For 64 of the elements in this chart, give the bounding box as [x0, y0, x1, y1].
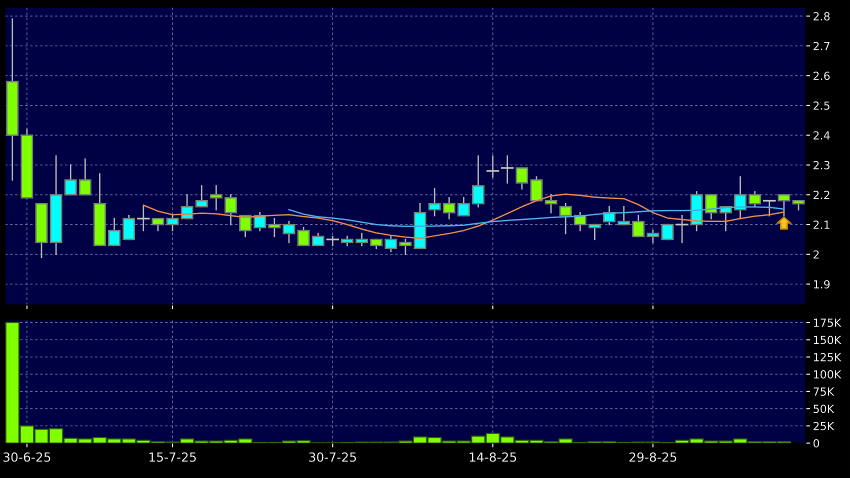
candlestick [166, 214, 179, 232]
y-tick-label: 2.1 [814, 220, 830, 229]
y-tick-label: 1.9 [814, 280, 830, 288]
candlestick [239, 214, 252, 238]
y-tick-label: 2.6 [814, 72, 830, 80]
y-tick-label: 2 [814, 250, 819, 259]
x-tick-label: 15-7-25 [150, 452, 196, 462]
y-tick-label: 100K [814, 370, 842, 379]
y-tick-label: 2.2 [814, 190, 830, 199]
candlestick [152, 218, 164, 232]
candlestick [763, 200, 776, 216]
y-tick-label: 2.4 [814, 131, 830, 140]
candlestick [122, 214, 136, 240]
y-tick-label: 75K [814, 388, 834, 396]
candlestick [428, 188, 441, 216]
candlestick [384, 236, 398, 252]
y-tick-label: 150K [814, 336, 842, 344]
candlestick [137, 206, 150, 232]
candlestick [646, 230, 660, 244]
candlestick [676, 214, 688, 244]
candlestick [500, 155, 514, 184]
y-tick-label: 125K [814, 352, 842, 362]
y-tick-label: 0 [813, 439, 820, 448]
candlestick [544, 194, 558, 214]
x-tick-label: 29-8-25 [629, 452, 676, 462]
candlestick [224, 194, 237, 226]
candlestick [180, 194, 194, 220]
y-tick-label: 2.7 [814, 42, 830, 50]
y-tick-label: 25K [814, 422, 834, 430]
candlestick [399, 238, 412, 256]
x-tick-label: 30-6-25 [4, 452, 50, 462]
y-tick-label: 2.8 [814, 12, 830, 20]
candlestick [457, 197, 470, 216]
candlestick [210, 185, 222, 210]
candlestick [734, 176, 747, 220]
candlestick [442, 197, 456, 220]
candlestick [516, 167, 528, 190]
candlestick [195, 185, 208, 208]
candlestick [356, 232, 368, 246]
candlestick [588, 224, 601, 240]
candlestick [530, 176, 543, 202]
y-tick-label: 2.5 [814, 101, 830, 110]
y-tick-label: 50K [814, 404, 834, 414]
candlestick [78, 158, 92, 196]
candlestick [297, 226, 310, 246]
candlestick [282, 220, 296, 244]
x-tick-label: 14-8-25 [470, 452, 516, 462]
candlestick [472, 155, 484, 208]
candlestick [748, 191, 762, 208]
candlestick [486, 155, 500, 178]
candlestick [326, 236, 340, 246]
candlestick [632, 214, 645, 238]
y-tick-label: 175K [814, 318, 842, 327]
x-tick-label: 30-7-25 [309, 452, 356, 462]
y-tick-label: 2.3 [814, 160, 830, 170]
candlestick [312, 232, 324, 246]
candlestick [64, 164, 77, 196]
candlestick [108, 218, 121, 246]
candlestick [704, 194, 718, 220]
candlestick [268, 218, 281, 238]
candlestick [559, 203, 572, 234]
candlestick [618, 206, 630, 226]
candlestick [661, 224, 674, 240]
candlestick [778, 194, 790, 216]
